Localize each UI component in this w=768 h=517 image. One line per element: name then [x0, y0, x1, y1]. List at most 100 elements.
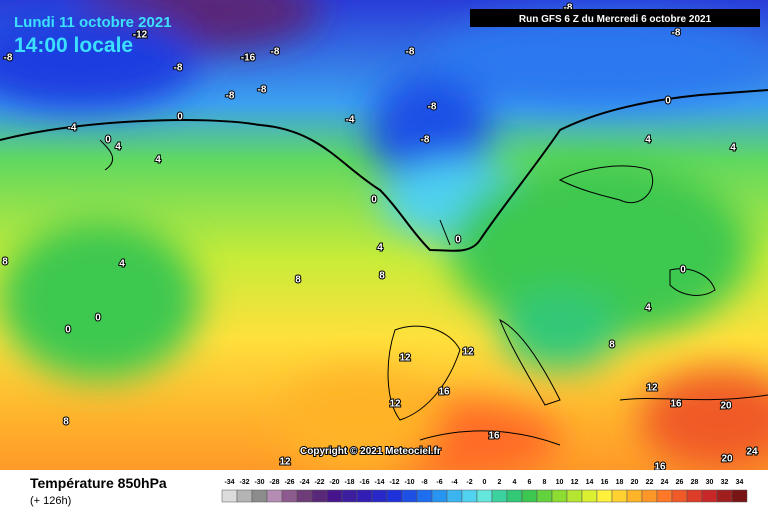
valid-date: Lundi 11 octobre 2021 — [14, 14, 172, 31]
legend-tick-label: 32 — [721, 479, 729, 486]
legend-tick-label: -10 — [404, 479, 414, 486]
contour-label: 12 — [646, 383, 658, 394]
contour-labels: -12-16-8-8-8-8-8-8-8-8-8-8-4-40044040400… — [1, 2, 759, 474]
legend-swatch — [311, 489, 328, 503]
legend-swatch — [491, 489, 508, 503]
legend-swatch — [416, 489, 433, 503]
legend-tick-label: 12 — [571, 479, 579, 486]
contour-label: 20 — [721, 454, 733, 465]
contour-label: 8 — [295, 275, 301, 286]
legend-swatch — [536, 489, 553, 503]
legend-swatch — [671, 489, 688, 503]
legend-swatch — [446, 489, 463, 503]
legend-swatch — [686, 489, 703, 503]
legend-swatch — [371, 489, 388, 503]
legend-tick-label: -24 — [299, 479, 309, 486]
contour-label: -16 — [241, 53, 256, 64]
legend-tick-label: -30 — [254, 479, 264, 486]
contour-label: 0 — [371, 195, 377, 206]
valid-time: 14:00 locale — [14, 34, 133, 57]
legend-tick-label: 26 — [676, 479, 684, 486]
legend-swatch — [251, 489, 268, 503]
legend-tick-label: -32 — [239, 479, 249, 486]
contour-label: 12 — [399, 353, 411, 364]
legend-tick-label: -6 — [436, 479, 442, 486]
contour-label: -8 — [564, 3, 573, 14]
legend-swatch — [731, 489, 748, 503]
legend-tick-label: 14 — [586, 479, 594, 486]
contour-label: 4 — [377, 243, 383, 254]
contour-label: 24 — [746, 447, 758, 458]
legend-tick-label: 0 — [483, 479, 487, 486]
legend-tick-label: -16 — [359, 479, 369, 486]
legend-tick-label: 30 — [706, 479, 714, 486]
temperature-field — [0, 0, 768, 480]
legend-swatch — [716, 489, 733, 503]
legend-tick-label: 28 — [691, 479, 699, 486]
legend-tick-label: -14 — [374, 479, 384, 486]
legend-swatch — [281, 489, 298, 503]
contour-label: 12 — [279, 457, 291, 468]
legend-swatch — [581, 489, 598, 503]
footer-title: Température 850hPa — [30, 475, 167, 491]
run-info: Run GFS 6 Z du Mercredi 6 octobre 2021 — [519, 14, 712, 25]
legend-tick-label: -26 — [284, 479, 294, 486]
contour-label: -8 — [258, 85, 267, 96]
contour-label: 0 — [680, 265, 686, 276]
contour-label: 4 — [155, 155, 161, 166]
contour-label: 4 — [115, 142, 121, 153]
legend: -34 -32 -30 -28 -26 -24 -22 -20 -18 -16 -14 -12 -10-… — [221, 479, 748, 503]
legend-tick-label: 22 — [646, 479, 654, 486]
coastlines — [0, 89, 768, 446]
legend-tick-label: -20 — [329, 479, 339, 486]
legend-tick-label: 24 — [661, 479, 669, 486]
contour-label: 20 — [720, 401, 732, 412]
contour-label: 0 — [95, 313, 101, 324]
legend-swatch — [506, 489, 523, 503]
legend-swatch — [356, 489, 373, 503]
legend-swatch — [656, 489, 673, 503]
legend-swatch — [641, 489, 658, 503]
legend-swatch — [341, 489, 358, 503]
map: -12-16-8-8-8-8-8-8-8-8-8-8-4-40044040400… — [0, 0, 768, 480]
legend-tick-label: 2 — [498, 479, 502, 486]
contour-label: 8 — [2, 257, 8, 268]
legend-swatch — [701, 489, 718, 503]
legend-tick-label: -18 — [344, 479, 354, 486]
legend-swatch — [461, 489, 478, 503]
copyright: Copyright © 2021 Meteociel.fr — [300, 446, 441, 457]
contour-label: 16 — [670, 399, 682, 410]
legend-swatch — [431, 489, 448, 503]
legend-swatch — [551, 489, 568, 503]
legend-swatch — [566, 489, 583, 503]
contour-label: -8 — [226, 91, 235, 102]
contour-label: 0 — [65, 325, 71, 336]
legend-swatch — [236, 489, 253, 503]
legend-tick-label: -28 — [269, 479, 279, 486]
contour-label: -8 — [672, 28, 681, 39]
legend-tick-label: 18 — [616, 479, 624, 486]
legend-swatch — [476, 489, 493, 503]
legend-tick-label: 10 — [556, 479, 564, 486]
legend-swatch — [296, 489, 313, 503]
contour-label: -4 — [346, 115, 355, 126]
contour-label: 0 — [455, 235, 461, 246]
legend-tick-label: 6 — [528, 479, 532, 486]
legend-swatch — [611, 489, 628, 503]
footer-lead: (+ 126h) — [30, 495, 71, 507]
legend-tick-label: -2 — [466, 479, 472, 486]
legend-tick-label: -4 — [451, 479, 457, 486]
legend-tick-label: -8 — [421, 479, 427, 486]
legend-tick-label: 34 — [736, 479, 744, 486]
legend-swatch — [521, 489, 538, 503]
contour-label: 16 — [438, 387, 450, 398]
contour-label: -12 — [133, 30, 148, 41]
contour-label: -8 — [271, 47, 280, 58]
legend-swatch — [401, 489, 418, 503]
contour-label: 8 — [379, 271, 385, 282]
contour-label: -8 — [174, 63, 183, 74]
contour-label: 16 — [488, 431, 500, 442]
contour-label: -4 — [68, 123, 77, 134]
contour-label: 4 — [645, 135, 651, 146]
contour-label: -8 — [421, 135, 430, 146]
